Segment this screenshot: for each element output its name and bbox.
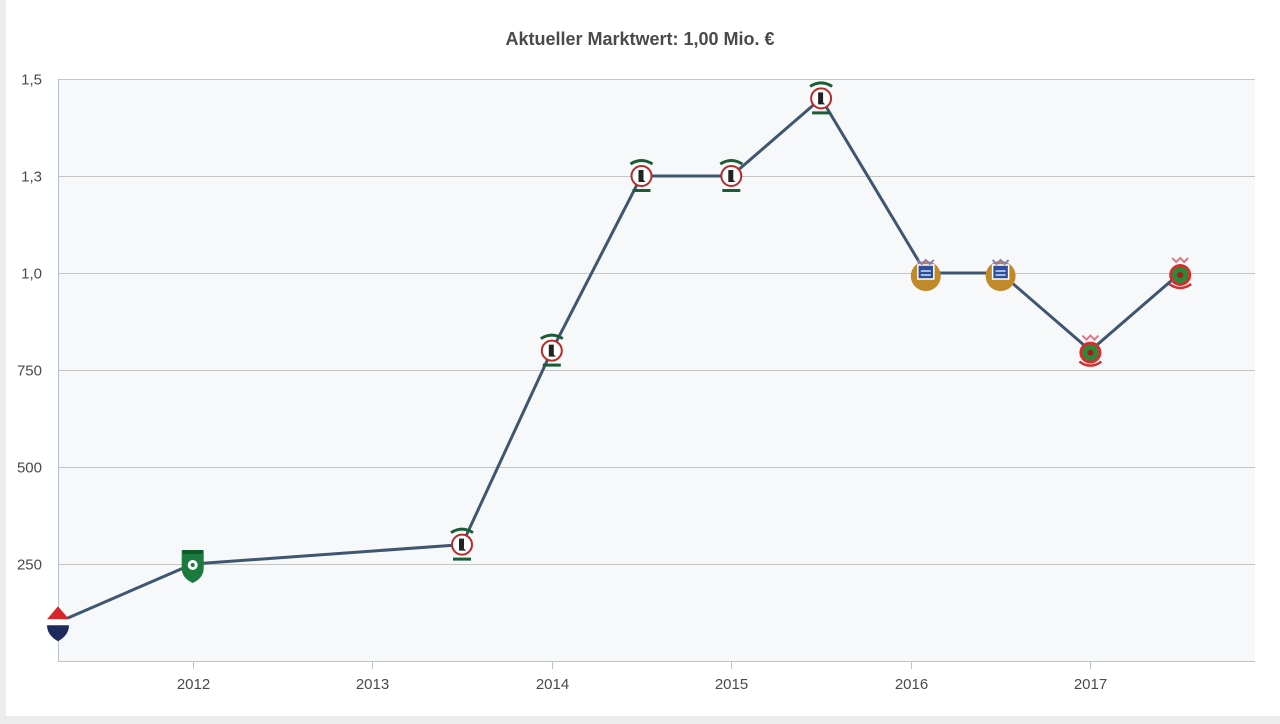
green-red-white-crest-icon[interactable] — [809, 81, 833, 115]
y-tick-labels: 250 500 750 1,0 1,3 1,5 — [17, 72, 42, 574]
y-tick-label: 750 — [17, 363, 42, 380]
data-point-markers — [47, 81, 1192, 642]
x-tick-label: 2015 — [715, 676, 748, 693]
red-green-crest-icon[interactable] — [1078, 334, 1103, 367]
gold-blue-crest-icon[interactable] — [985, 258, 1016, 291]
x-tick-label: 2013 — [356, 676, 389, 693]
red-green-crest-icon[interactable] — [1168, 256, 1192, 290]
red-white-blue-shield-icon[interactable] — [47, 606, 69, 642]
green-red-white-crest-icon[interactable] — [539, 333, 564, 367]
x-tick-label: 2017 — [1074, 676, 1107, 693]
chart-title: Aktueller Marktwert: 1,00 Mio. € — [505, 29, 775, 49]
green-red-white-crest-icon[interactable] — [719, 159, 744, 193]
y-tick-label: 1,5 — [21, 72, 42, 89]
x-tick-label: 2016 — [895, 676, 928, 693]
grid-lines — [58, 79, 1255, 565]
x-tick-labels: 2012 2013 2014 2015 2016 2017 — [177, 661, 1107, 693]
green-red-white-crest-icon[interactable] — [629, 159, 654, 193]
frame-left-edge — [0, 0, 6, 724]
x-tick-label: 2012 — [177, 676, 210, 693]
green-red-white-crest-icon[interactable] — [450, 527, 474, 561]
green-white-crest-icon[interactable] — [181, 550, 204, 583]
axes — [58, 79, 1255, 662]
x-tick-label: 2014 — [536, 676, 569, 693]
y-tick-label: 500 — [17, 460, 42, 477]
y-tick-label: 1,3 — [21, 169, 42, 186]
y-tick-label: 1,0 — [21, 266, 42, 283]
gold-blue-crest-icon[interactable] — [910, 258, 941, 291]
frame-bottom-edge — [0, 716, 1280, 724]
y-tick-label: 250 — [17, 557, 42, 574]
